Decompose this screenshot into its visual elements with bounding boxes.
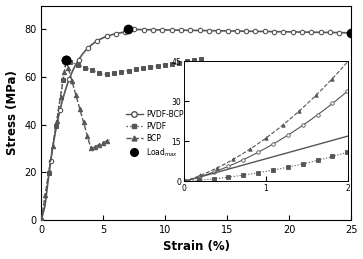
X-axis label: Strain (%): Strain (%)	[163, 240, 230, 254]
Legend: PVDF-BCP, PVDF, BCP, Load$_{max}$: PVDF-BCP, PVDF, BCP, Load$_{max}$	[126, 110, 184, 159]
Y-axis label: Stress (MPa): Stress (MPa)	[5, 70, 19, 155]
